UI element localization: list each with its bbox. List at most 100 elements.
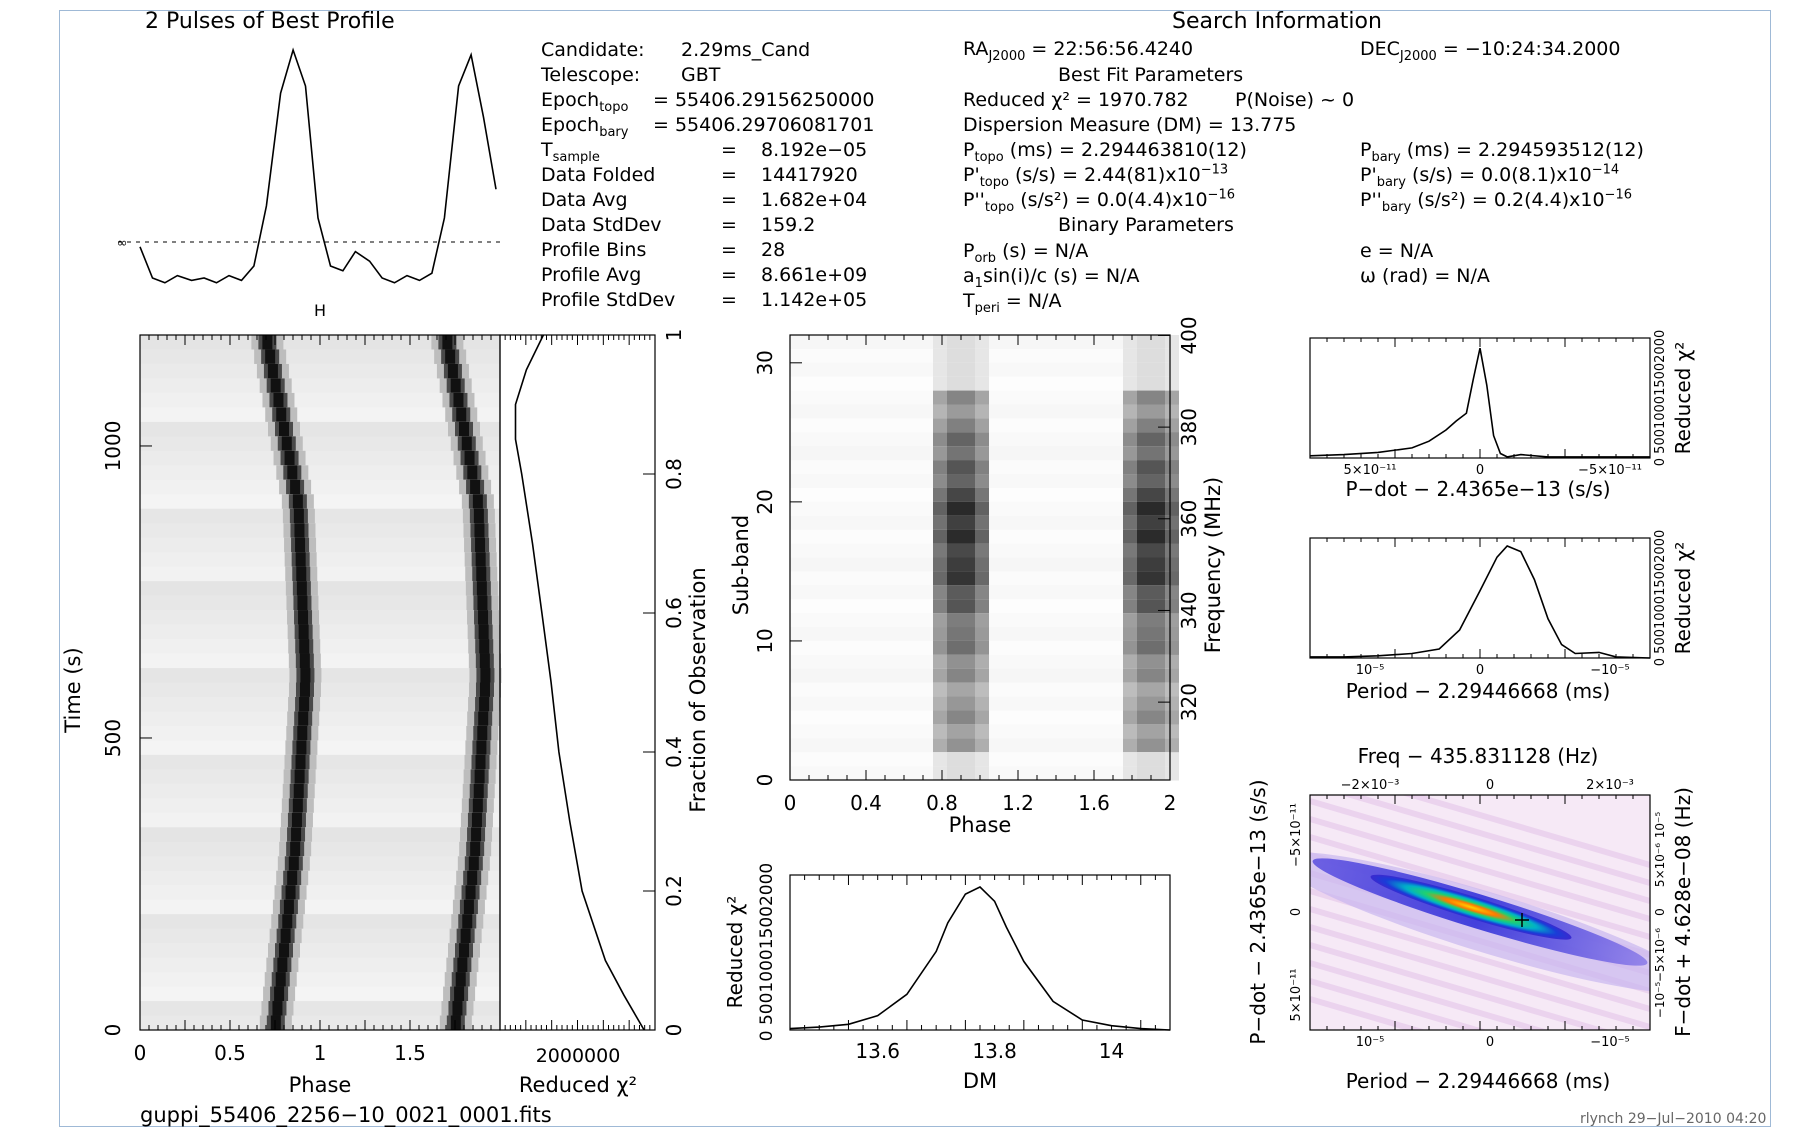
pulse-core: [457, 957, 468, 973]
top-tick-label: −2×10⁻³: [1341, 778, 1400, 793]
info-equals: =: [721, 264, 737, 286]
info-row: Tsample = 8.192e−05: [541, 138, 941, 165]
pulse-core: [297, 725, 308, 741]
x-tick-label: 10⁻⁵: [1356, 1035, 1385, 1050]
y-axis-label: P−dot − 2.4365e−13 (s/s): [1246, 779, 1270, 1044]
pulse-core: [947, 501, 975, 517]
info-equals: =: [721, 164, 737, 186]
heatmap-row: [140, 928, 500, 944]
pulse-core: [1137, 696, 1165, 711]
x-tick-label: 0: [784, 791, 797, 815]
top-tick-label: 0: [1486, 778, 1494, 793]
pulse-core: [467, 465, 478, 481]
pulse-core: [1137, 571, 1165, 586]
info-label: Epochtopo: [541, 89, 629, 115]
heatmap-row: [140, 363, 500, 379]
pulse-core: [275, 972, 286, 988]
pulse-core: [947, 460, 975, 475]
pulse-core: [298, 610, 309, 626]
pulse-core: [471, 812, 482, 828]
info-label: Profile Bins: [541, 239, 647, 261]
pulse-core: [452, 1001, 463, 1017]
pdot-chi2-line: [1309, 348, 1650, 458]
heatmap-row: [140, 624, 500, 640]
pulse-core: [480, 668, 491, 683]
pulse-core: [461, 436, 472, 452]
right-tick-label: 0.2: [662, 875, 686, 907]
heatmap-row: [140, 566, 500, 582]
right-tick-label: 0 500100015002000: [1653, 330, 1668, 466]
right-tick-label: 1: [662, 329, 686, 342]
info-equals: =: [721, 189, 737, 211]
x-tick-label: 10⁻⁵: [1356, 663, 1385, 678]
pulse-core: [1137, 460, 1165, 475]
heatmap-row: [140, 769, 500, 785]
pulse-core: [476, 740, 487, 756]
pulse-core: [947, 613, 975, 628]
right-tick-label: 10⁻⁵: [1653, 812, 1667, 839]
x-tick-label: 1.6: [1078, 791, 1110, 815]
x-axis-label: Phase: [289, 1073, 352, 1097]
pulse-core: [1137, 752, 1165, 767]
pulse-core: [474, 769, 485, 785]
right-tick-label: 0.6: [662, 597, 686, 629]
heatmap-row: [140, 870, 500, 886]
heatmap-row: [140, 479, 500, 495]
info-row: Epochbary = 55406.29706081701: [541, 113, 941, 139]
pulse-core: [947, 710, 975, 725]
pulse-core: [947, 738, 975, 753]
pulse-core: [459, 421, 470, 437]
info-value: GBT: [681, 64, 721, 86]
x-tick-label: 5×10⁻¹¹: [1344, 463, 1397, 478]
p-bary: Pbary (ms) = 2.294593512(12): [1360, 139, 1644, 165]
pulse-core: [947, 696, 975, 711]
info-label: Profile StdDev: [541, 289, 676, 311]
pulse-core: [472, 798, 483, 814]
pulse-core: [1137, 710, 1165, 725]
dispersion-measure: Dispersion Measure (DM) = 13.775: [963, 114, 1297, 136]
pulse-core: [1137, 362, 1165, 378]
profile-error-bar-label: H: [314, 301, 326, 320]
pulse-core: [947, 599, 975, 614]
pulse-core: [460, 928, 471, 944]
x-tick-label: 2: [1164, 791, 1177, 815]
y-tick-label: 20: [753, 489, 777, 514]
heatmap-row: [140, 986, 500, 1002]
pulse-core: [477, 595, 488, 611]
info-row: Profile Avg = 8.661e+09: [541, 263, 941, 288]
p-orb: Porb (s) = N/A: [963, 240, 1089, 266]
x-tick-label: 0.4: [850, 791, 882, 815]
pulse-core: [294, 523, 305, 539]
right-axis-label: F−dot + 4.628e−08 (Hz): [1671, 787, 1695, 1037]
right-tick-label: 380: [1177, 408, 1201, 446]
info-row: Profile StdDev = 1.142e+05: [541, 288, 941, 313]
heatmap-row: [140, 378, 500, 394]
x-tick-label: 0.5: [214, 1041, 246, 1065]
pulse-core: [292, 494, 303, 510]
pdot-topo: P'topo (s/s) = 2.44(81)x10−13: [963, 162, 1229, 190]
pulse-core: [1137, 432, 1165, 447]
x-tick-label: 0.8: [926, 791, 958, 815]
pulse-core: [947, 474, 975, 489]
pulse-core: [1137, 404, 1165, 419]
pulse-core: [1137, 668, 1165, 684]
info-value: = 55406.29706081701: [653, 114, 875, 136]
heatmap-row: [140, 523, 500, 539]
pulse-core: [1137, 501, 1165, 517]
pulse-core: [478, 711, 489, 727]
right-axis-label: Reduced χ²: [1671, 542, 1695, 655]
heatmap-row: [140, 407, 500, 423]
pulse-core: [297, 595, 308, 611]
profile-line: [139, 47, 497, 284]
pulse-core: [296, 581, 307, 597]
pulse-core: [947, 404, 975, 419]
info-label: Tsample: [541, 139, 600, 165]
pulse-core: [276, 407, 287, 423]
heatmap-row: [140, 943, 500, 959]
pulse-core: [1137, 654, 1165, 670]
pulse-core: [1137, 348, 1165, 364]
x-tick-label: 2000000: [536, 1045, 621, 1067]
pulse-core: [290, 479, 301, 495]
y-tick-label: 0 500100015002000: [757, 863, 777, 1041]
pulse-core: [1137, 724, 1165, 739]
